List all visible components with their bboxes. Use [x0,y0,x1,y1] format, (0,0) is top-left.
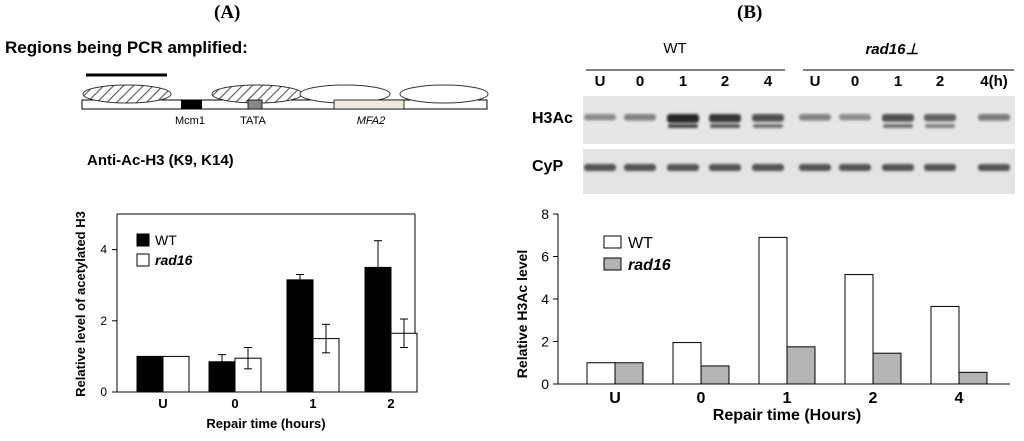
blot-lane-label: 4 [763,73,773,90]
chart-a-bar-rad16 [162,355,190,393]
blot-lane-label: U [809,73,821,90]
blot-lane-label: 1 [893,73,903,90]
chart-b-bar-wt [844,274,874,385]
chart-a-xtick-label: 1 [309,396,316,411]
h3ac-band-lower [710,124,740,128]
cyp-band [752,164,784,171]
h3ac-band [624,114,656,121]
chart-b-ytick-label: 0 [541,376,549,392]
chart-a-ytick-label: 4 [100,243,107,257]
blot-cyp-strip [583,149,1015,194]
chart-b-bar-wt [930,305,960,385]
chart-a-bar-wt [286,279,314,393]
blot-row-label-h3ac: H3Ac [532,110,573,127]
chart-b-bar-rad16 [958,371,988,385]
chart-b-xtick-label: 1 [783,390,792,407]
blot-group-lines [586,69,1014,71]
blot-lane-label: 2 [935,73,945,90]
h3ac-band [752,114,784,122]
tata-box [247,99,263,110]
chart-a-xlabel: Repair time (hours) [206,416,325,431]
chart-b-bar-wt [586,362,616,385]
chart-b-legend-swatch-rad16 [603,257,622,271]
h3ac-band-lower [925,124,955,128]
chart-b-ytick-label: 2 [541,334,549,350]
blot-lane-label: U [594,73,606,90]
cyp-band [924,164,956,171]
h3ac-band-lower [668,124,698,128]
chart-b-bar-rad16 [614,362,644,385]
chart-a-xtick-label: 0 [231,396,238,411]
chart-b-ytick-label: 4 [541,291,549,307]
chart-b-xtick-label: 4 [955,390,964,407]
chart-b-bar-rad16 [700,365,730,385]
chart-b-legend-wt: WT [628,235,653,252]
chart-b-bar-wt [758,236,788,385]
h3ac-band [709,114,741,123]
chart-b-ylabel: Relative H3Ac level [514,250,530,378]
chart-b-ytick-label: 6 [541,249,549,265]
panel-b-label: (B) [737,2,763,23]
chart-a-legend-wt: WT [155,232,177,248]
chart-a-bar-wt [136,355,164,393]
chart-a-legend-rad16: rad16 [155,252,193,268]
antibody-label: Anti-Ac-H3 (K9, K14) [87,152,234,169]
blot-row-label-cyp: CyP [532,158,564,175]
h3ac-band [839,114,871,121]
chart-a-ytick-label: 0 [100,385,107,399]
chart-b-xtick-label: U [609,390,621,407]
blot-lane-label: 0 [850,73,860,90]
promoter-schematic: Mcm1 TATA MFA2 [81,73,489,127]
cyp-band [799,164,831,171]
h3ac-band-lower [883,124,913,128]
cyp-band [624,164,656,171]
chart-b-legend-rad16: rad16 [628,257,671,274]
cyp-band [584,164,616,171]
mfa2-label: MFA2 [357,115,386,127]
h3ac-band [924,114,956,122]
panel-a-label: (A) [214,2,241,23]
mcm1-box [181,100,202,109]
chart-b-ytick-label: 8 [541,206,549,222]
h3ac-band [584,114,616,121]
blot-group-wt: WT [663,40,687,57]
h3ac-band [978,114,1010,121]
chart-a-legend-swatch-rad16 [136,253,150,267]
blot-lane-label: 4(h) [980,73,1008,90]
h3ac-band-lower [753,124,783,128]
chart-b-xtick-label: 2 [869,390,878,407]
chart-a-ylabel: Relative level of acetylated H3 [73,211,88,397]
cyp-band [839,164,871,171]
chart-b-xtick-label: 0 [697,390,706,407]
chart-a-ytick-label: 2 [100,314,107,328]
cyp-band [709,164,741,171]
chart-b-legend-swatch-wt [603,235,622,249]
schematic-heading: Regions being PCR amplified: [5,38,248,57]
chart-b-xlabel: Repair time (Hours) [713,407,861,424]
cyp-band [882,164,914,171]
chart-b-bar-rad16 [786,346,816,385]
mcm1-label: Mcm1 [175,115,205,127]
chart-a: Relative level of acetylated H3 Repair t… [73,211,418,431]
chart-b-bar-wt [672,342,702,385]
chart-b-bar-rad16 [872,352,902,385]
blot-lane-label: 0 [635,73,645,90]
blot-lane-label: 2 [720,73,730,90]
h3ac-band [882,114,914,122]
nucleosome-1 [82,84,172,104]
blot-group-rad16: rad16⊥ [865,41,919,58]
cyp-band [667,164,699,171]
mfa2-box [333,99,405,110]
nucleosome-4 [399,84,489,104]
cyp-band [978,164,1010,171]
chart-a-legend-swatch-wt [136,233,150,247]
h3ac-band [799,114,831,121]
chart-a-xtick-label: 2 [387,396,394,411]
tata-label: TATA [240,115,266,127]
chart-b: Relative H3Ac level Repair time (Hours) … [514,206,1010,424]
h3ac-band [667,114,699,123]
chart-a-xtick-label: U [158,396,167,411]
blot-lane-label: 1 [678,73,688,90]
western-blot [583,96,1015,194]
